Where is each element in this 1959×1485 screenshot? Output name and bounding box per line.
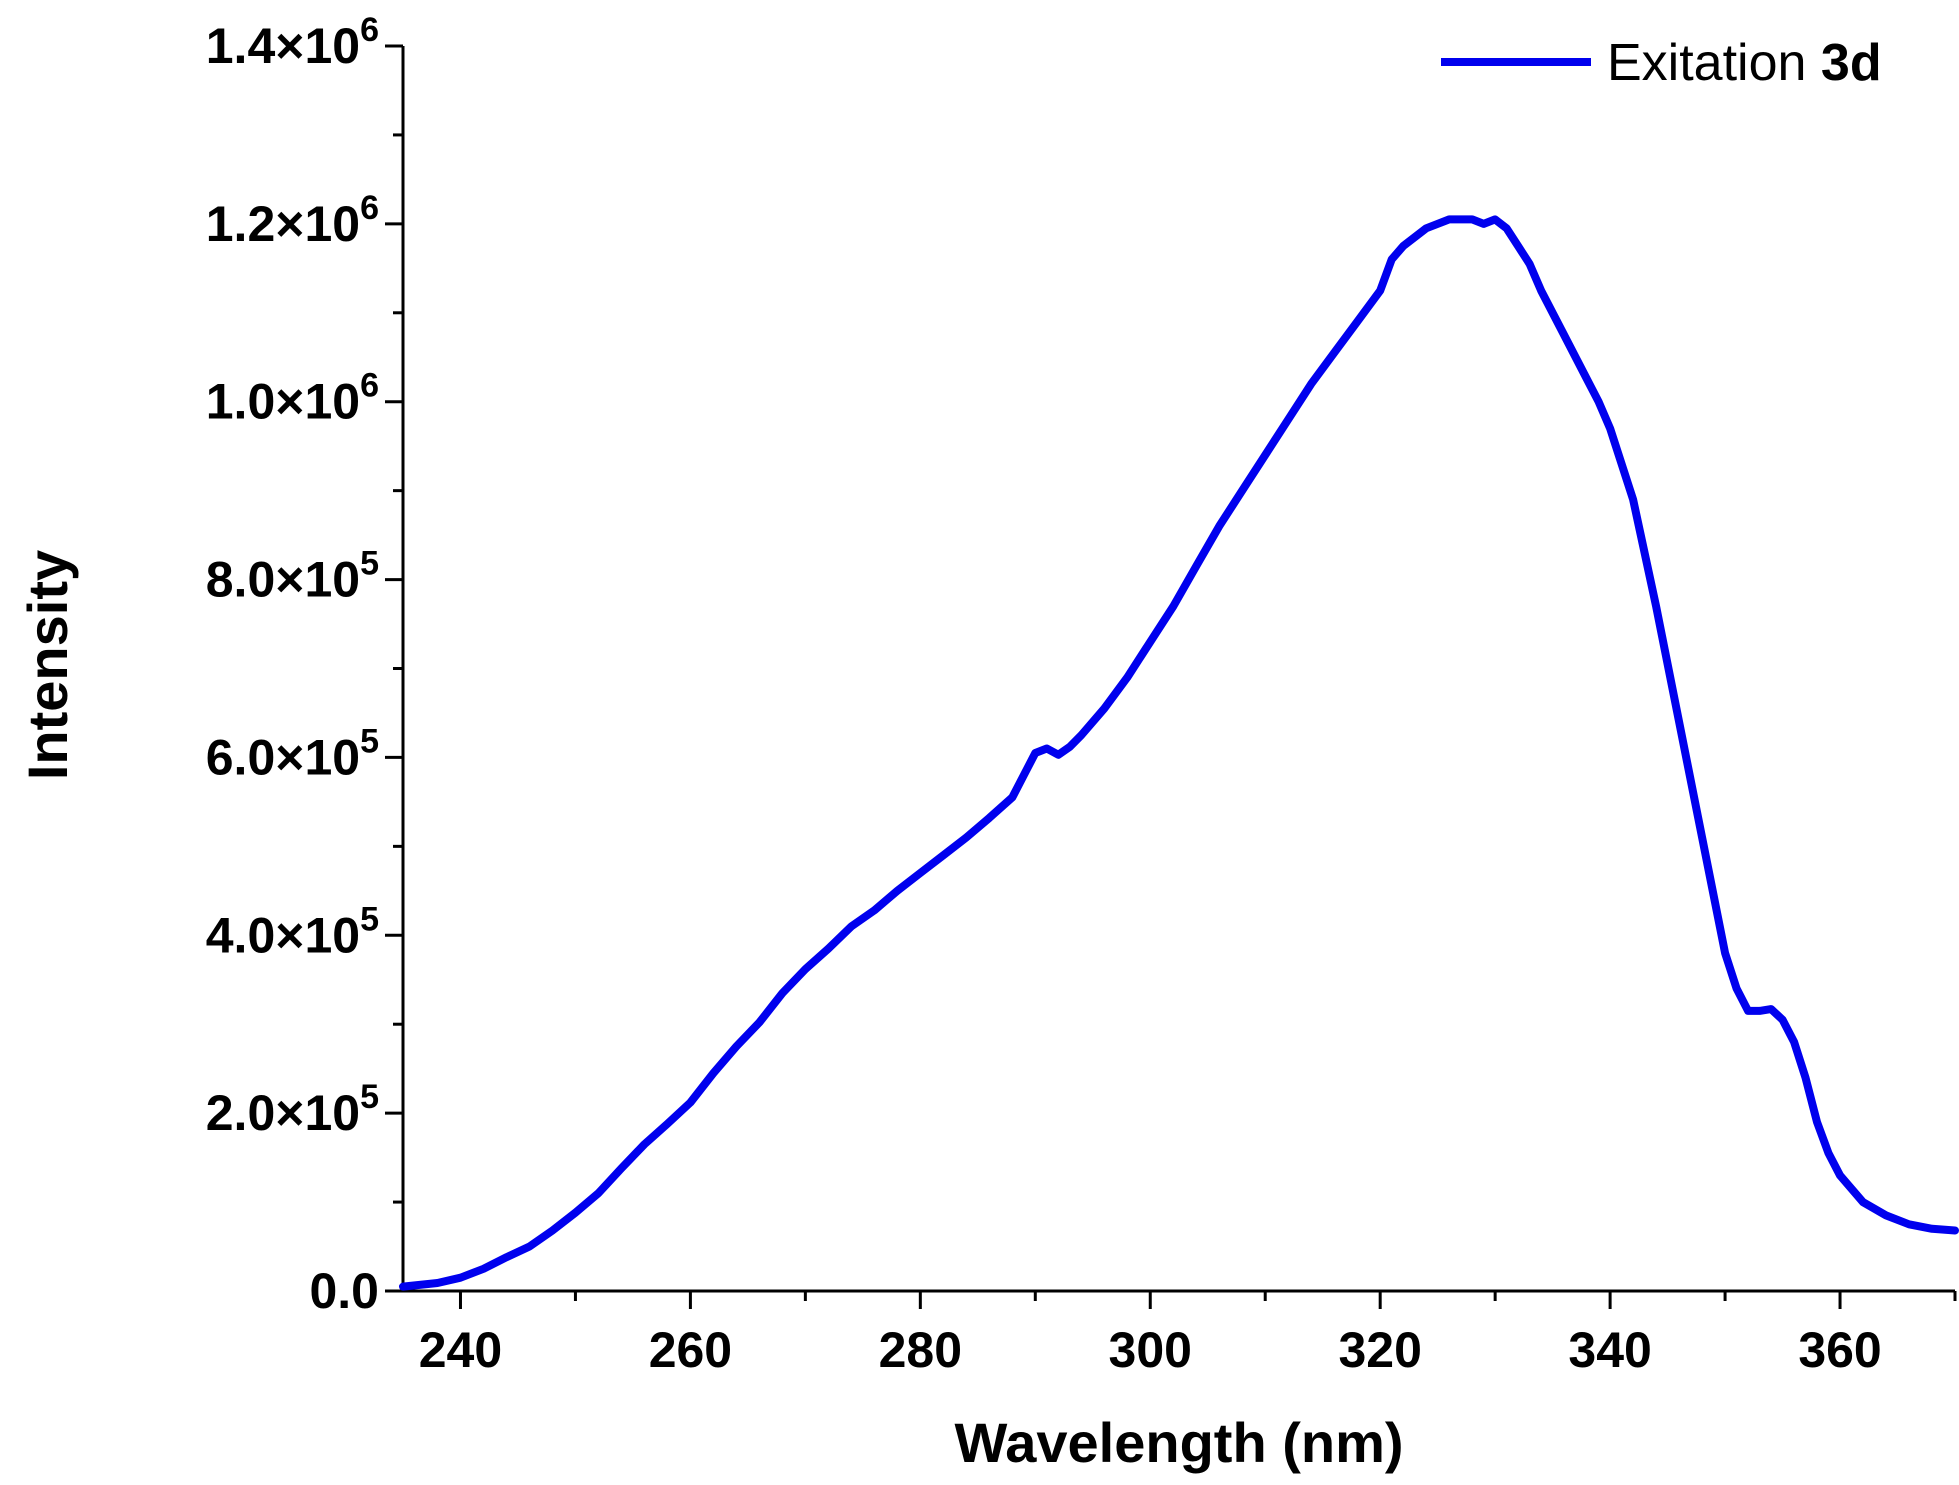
y-tick-exponent: 6	[360, 367, 379, 405]
y-tick-mantissa: 4.0×10	[206, 907, 360, 963]
x-tick-label: 340	[1568, 1322, 1651, 1378]
y-axis-title: Intensity	[16, 550, 79, 780]
y-tick-exponent: 5	[360, 545, 379, 583]
y-ticks: 0.02.0×1054.0×1056.0×1058.0×1051.0×1061.…	[206, 11, 403, 1319]
y-tick-mantissa: 6.0×10	[206, 729, 360, 785]
x-ticks: 240 260 280 300 320 340 360	[419, 1291, 1957, 1378]
x-tick-label: 320	[1338, 1322, 1421, 1378]
series-layer	[399, 215, 1959, 1291]
y-tick-label: 1.2×106	[206, 189, 379, 252]
y-tick-exponent: 5	[360, 900, 379, 938]
axes: 0.02.0×1054.0×1056.0×1058.0×1051.0×1061.…	[206, 11, 1957, 1378]
y-tick-label: 8.0×105	[206, 545, 379, 608]
y-tick-label: 1.0×106	[206, 367, 379, 430]
y-tick-exponent: 5	[360, 722, 379, 760]
y-tick-exponent: 5	[360, 1078, 379, 1116]
legend-series-compound: 3d	[1821, 34, 1882, 92]
y-tick-exponent: 6	[360, 11, 379, 49]
y-tick-mantissa: 1.2×10	[206, 196, 360, 252]
x-tick-label: 280	[879, 1322, 962, 1378]
series-line	[399, 215, 1959, 1291]
y-tick-label: 2.0×105	[206, 1078, 379, 1141]
y-tick-label: 0.0	[309, 1263, 379, 1319]
y-tick-mantissa: 1.0×10	[206, 374, 360, 430]
legend-series-name: Exitation	[1607, 34, 1806, 92]
y-tick-exponent: 6	[360, 189, 379, 227]
y-tick-mantissa: 8.0×10	[206, 552, 360, 608]
y-tick-label: 6.0×105	[206, 722, 379, 785]
x-tick-label: 260	[649, 1322, 732, 1378]
x-tick-label: 300	[1109, 1322, 1192, 1378]
y-tick-mantissa: 1.4×10	[206, 18, 360, 74]
x-tick-label: 240	[419, 1322, 502, 1378]
x-tick-label: 360	[1798, 1322, 1881, 1378]
legend: Exitation 3d	[1441, 34, 1882, 92]
y-tick-label: 1.4×106	[206, 11, 379, 74]
y-tick-mantissa: 2.0×10	[206, 1085, 360, 1141]
y-tick-label: 4.0×105	[206, 900, 379, 963]
x-axis-title: Wavelength (nm)	[954, 1411, 1403, 1474]
y-tick-mantissa: 0.0	[309, 1263, 379, 1319]
legend-label: Exitation 3d	[1607, 34, 1882, 92]
